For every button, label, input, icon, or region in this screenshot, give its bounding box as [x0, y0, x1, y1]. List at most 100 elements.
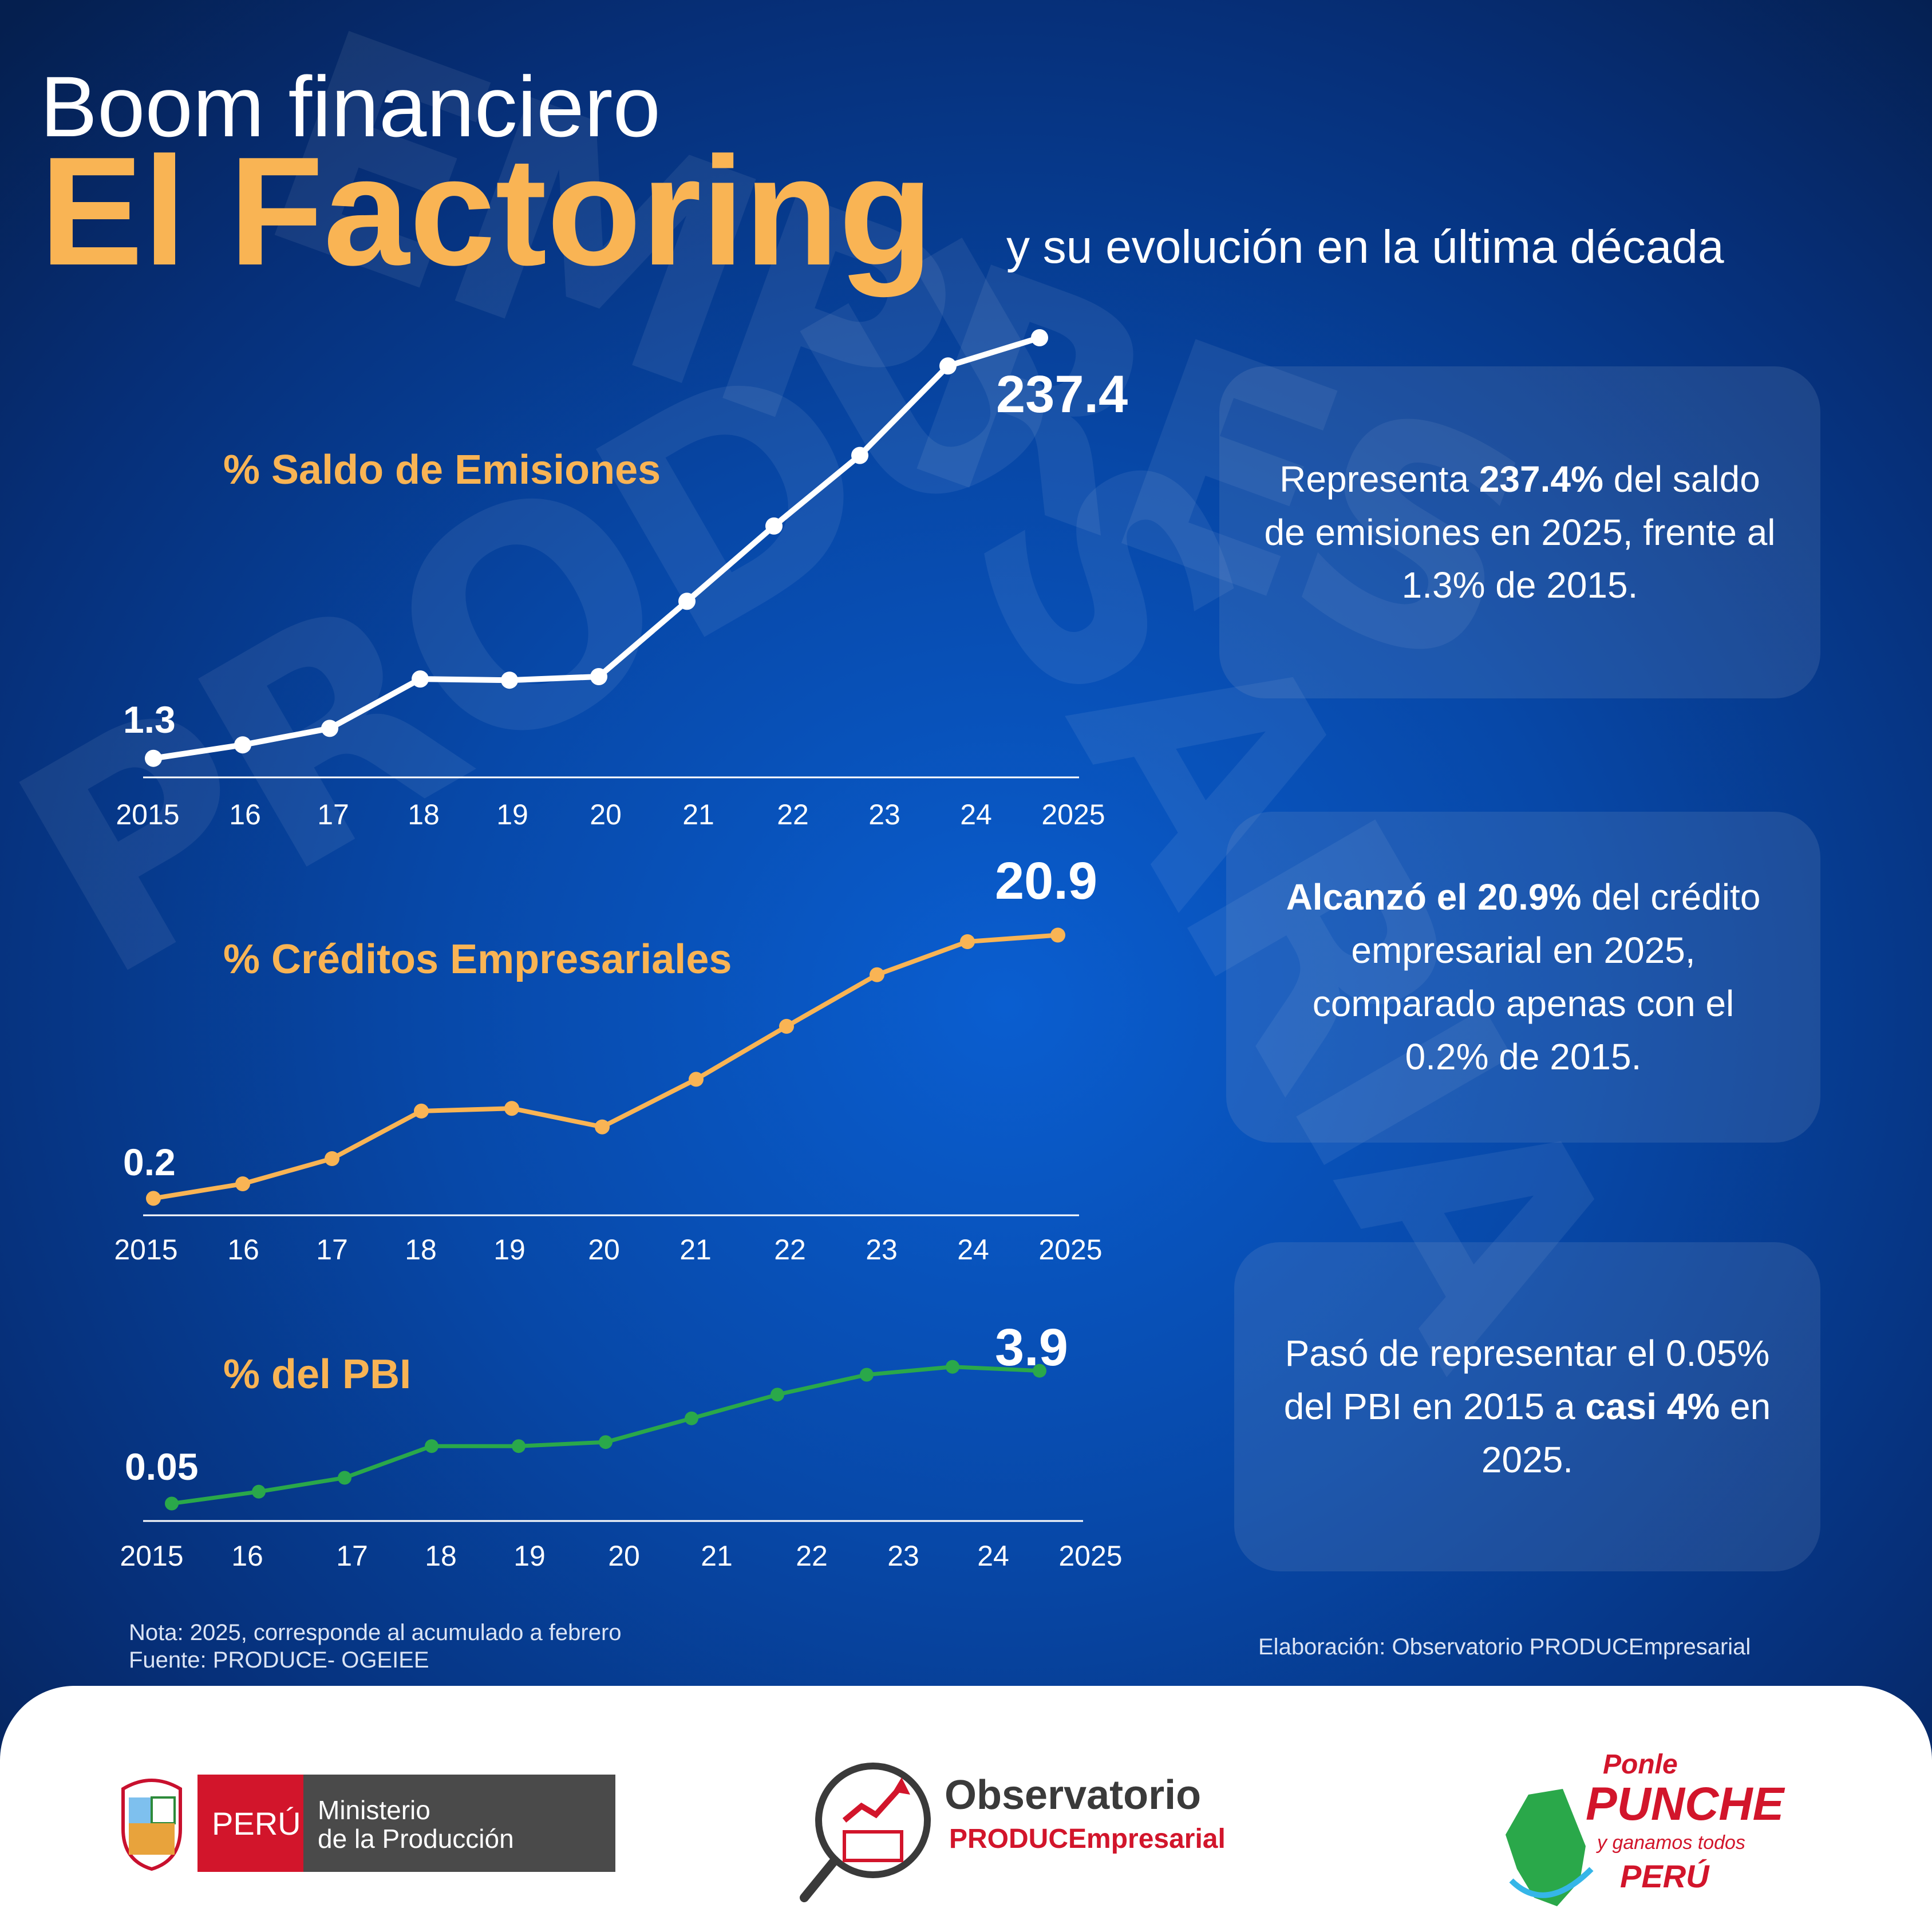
data-point: [425, 1439, 438, 1453]
x-tick-label: 17: [317, 799, 349, 831]
data-point: [689, 1072, 704, 1087]
data-point: [235, 1176, 250, 1191]
series-line: [151, 335, 1042, 761]
data-point: [252, 1484, 266, 1499]
data-point: [946, 1360, 959, 1374]
peru-coat-of-arms-icon: [121, 1779, 182, 1871]
data-point: [590, 668, 607, 685]
ministerio-block: [303, 1775, 615, 1872]
chart-title: % Saldo de Emisiones: [223, 447, 661, 493]
peru-map-icon: [1506, 1789, 1594, 1906]
note-text: Nota: 2025, corresponde al acumulado a f…: [129, 1620, 622, 1645]
end-value-label: 20.9: [995, 852, 1097, 910]
data-point: [501, 671, 518, 689]
x-tick-label: 18: [425, 1540, 457, 1572]
data-point: [414, 1103, 429, 1119]
data-point: [1031, 329, 1048, 346]
x-tick-label: 19: [493, 1234, 526, 1266]
data-point: [779, 1018, 794, 1034]
data-point: [165, 1496, 179, 1511]
x-tick-label: 24: [957, 1234, 989, 1266]
chart-title: % del PBI: [223, 1352, 411, 1397]
x-tick-label: 2015: [114, 1234, 177, 1266]
start-value-label: 0.05: [125, 1445, 198, 1488]
x-tick-label: 16: [231, 1540, 263, 1572]
x-tick-label: 24: [977, 1540, 1009, 1572]
chart-creditos-empresariales: % Créditos Empresariales 2015 16 17 18 19 20 21…: [114, 852, 1102, 1266]
data-point: [851, 447, 868, 464]
data-point: [860, 1368, 874, 1382]
footer-bar: PERÚ Ministerio de la Producción Observa…: [0, 1686, 1932, 1932]
headline-boom: Boom financiero: [40, 58, 661, 155]
x-tick-label: 17: [336, 1540, 368, 1572]
magnifier-chart-icon: [800, 1763, 931, 1902]
x-tick-label: 22: [777, 799, 809, 831]
x-tick-label: 18: [405, 1234, 437, 1266]
end-value-label: 237.4: [996, 365, 1128, 424]
data-point: [1033, 1364, 1046, 1378]
x-tick-label: 18: [408, 799, 440, 831]
info-panel-text: Representa 237.4% del saldo de emisiones…: [1264, 458, 1776, 606]
ponle-word: Ponle: [1603, 1749, 1678, 1780]
data-point: [685, 1411, 698, 1425]
x-tick-label: 23: [887, 1540, 919, 1572]
start-value-label: 1.3: [123, 698, 176, 741]
chart-pbi: % del PBI 2015 16 17 18 19 20 21 22 23 24 2025 0.05 3…: [120, 1318, 1122, 1572]
x-tick-label: 2025: [1038, 1234, 1102, 1266]
x-tick-label: 21: [682, 799, 714, 831]
x-tick-label: 22: [774, 1234, 806, 1266]
data-point: [145, 749, 162, 767]
data-point: [512, 1439, 526, 1453]
peru-label: PERÚ: [212, 1805, 301, 1842]
x-tick-label: 2015: [116, 799, 179, 831]
data-point: [146, 1191, 161, 1206]
data-point: [412, 670, 429, 688]
headline-factoring: El Factoring: [40, 125, 934, 298]
data-point: [870, 967, 884, 982]
data-point: [504, 1101, 519, 1116]
data-point: [678, 592, 696, 610]
x-tick-label: 24: [960, 799, 992, 831]
peru-word: PERÚ: [1620, 1858, 1709, 1894]
x-tick-label: 2025: [1058, 1540, 1122, 1572]
data-point: [321, 720, 338, 737]
start-value-label: 0.2: [123, 1141, 176, 1183]
x-tick-label: 22: [796, 1540, 828, 1572]
x-tick-label: 2025: [1041, 799, 1105, 831]
x-tick-label: 20: [588, 1234, 620, 1266]
data-point: [234, 736, 251, 754]
headline-subtitle: y su evolución en la última década: [1006, 221, 1724, 273]
ministerio-line1: Ministerio: [318, 1795, 430, 1825]
data-point: [771, 1388, 784, 1402]
info-panel-pbi: Pasó de representar el 0.05% del PBI en …: [1234, 1242, 1820, 1571]
info-panel-text: Alcanzó el 20.9% del crédito empresarial…: [1286, 876, 1761, 1077]
observatorio-subtitle: PRODUCEmpresarial: [949, 1824, 1226, 1854]
data-point: [595, 1119, 610, 1135]
data-point: [1050, 927, 1065, 943]
source-text: Fuente: PRODUCE- OGEIEE: [129, 1647, 429, 1673]
x-tick-label: 19: [496, 799, 528, 831]
x-tick-label: 16: [229, 799, 261, 831]
ganamos-word: y ganamos todos: [1597, 1832, 1745, 1854]
x-tick-label: 20: [590, 799, 622, 831]
info-panel-creditos: Alcanzó el 20.9% del crédito empresarial…: [1226, 812, 1820, 1143]
x-tick-label: 19: [513, 1540, 546, 1572]
end-value-label: 3.9: [995, 1318, 1068, 1377]
x-tick-label: 21: [701, 1540, 733, 1572]
x-tick-label: 20: [608, 1540, 640, 1572]
data-point: [939, 357, 957, 375]
data-point: [960, 934, 975, 949]
elaboration-text: Elaboración: Observatorio PRODUCEmpresar…: [1258, 1634, 1751, 1660]
chart-title: % Créditos Empresariales: [223, 937, 732, 982]
data-point: [599, 1435, 613, 1449]
info-panel-text: Pasó de representar el 0.05% del PBI en …: [1283, 1333, 1771, 1480]
punche-word: PUNCHE: [1586, 1778, 1784, 1830]
observatorio-title: Observatorio: [945, 1772, 1202, 1818]
x-tick-label: 17: [316, 1234, 348, 1266]
ministerio-line2: de la Producción: [318, 1824, 514, 1854]
data-point: [338, 1471, 351, 1485]
x-tick-label: 23: [868, 799, 900, 831]
x-tick-label: 21: [679, 1234, 712, 1266]
x-tick-label: 16: [227, 1234, 259, 1266]
info-panel-emisiones: Representa 237.4% del saldo de emisiones…: [1219, 366, 1820, 698]
